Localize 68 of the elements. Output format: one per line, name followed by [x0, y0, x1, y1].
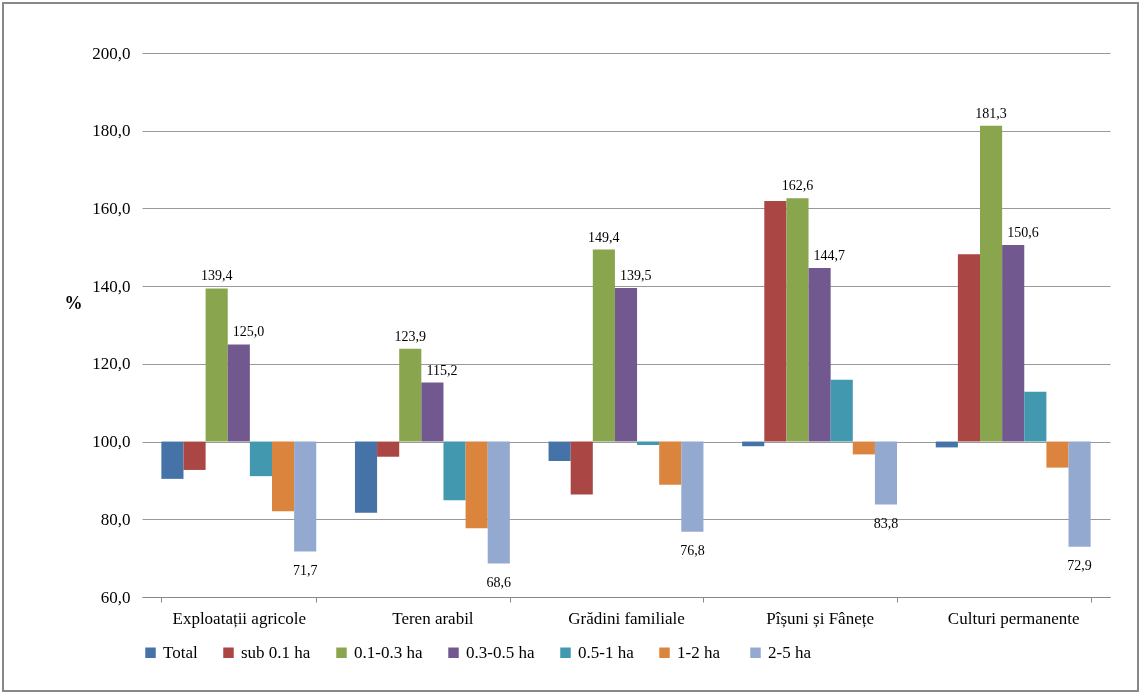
bar — [465, 441, 488, 529]
bar — [659, 441, 682, 485]
legend-label: 1-2 ha — [677, 642, 721, 662]
x-tick-label: Teren arabil — [392, 608, 474, 628]
x-tick-label: Grădini familiale — [568, 608, 685, 628]
y-axis-title: % — [64, 292, 83, 313]
bar — [874, 441, 898, 505]
x-tick-label: Exploatații agricole — [172, 608, 307, 628]
data-label: 162,6 — [781, 178, 814, 194]
bar — [852, 441, 875, 455]
bar — [399, 348, 422, 442]
bar — [764, 201, 787, 442]
bar — [614, 288, 638, 442]
data-label: 71,7 — [292, 562, 318, 578]
y-tick-label: 80,0 — [100, 509, 131, 529]
bar — [808, 267, 831, 442]
bar — [183, 441, 206, 470]
bar — [421, 382, 444, 442]
data-label: 76,8 — [680, 542, 705, 558]
data-label: 72,9 — [1067, 557, 1092, 573]
bar — [294, 441, 317, 552]
bar — [487, 441, 510, 564]
y-tick-label: 100,0 — [92, 432, 131, 452]
bar — [249, 441, 272, 477]
bar — [1068, 441, 1091, 547]
bar — [354, 441, 378, 513]
bar — [1024, 391, 1047, 442]
bar — [548, 441, 571, 461]
bar — [377, 441, 400, 457]
x-tick-label: Culturi permanente — [947, 608, 1080, 628]
data-label: 139,5 — [620, 268, 652, 284]
bar — [957, 254, 981, 442]
data-label: 83,8 — [873, 515, 899, 531]
y-tick-label: 120,0 — [92, 354, 131, 374]
bar — [271, 441, 295, 512]
x-tick-label: Pîșuni și Fânețe — [766, 608, 874, 628]
legend-label: Total — [163, 642, 198, 662]
data-label: 68,6 — [486, 574, 512, 590]
y-tick-label: 60,0 — [100, 587, 131, 607]
data-label: 115,2 — [426, 362, 458, 378]
bar — [570, 441, 593, 495]
data-label: 149,4 — [588, 229, 620, 245]
data-label: 139,4 — [200, 268, 233, 284]
bar — [205, 288, 228, 442]
y-tick-label: 180,0 — [92, 121, 131, 141]
legend-label: 2-5 ha — [768, 642, 812, 662]
bar — [443, 441, 466, 501]
bar — [830, 379, 853, 442]
y-tick-label: 140,0 — [92, 276, 131, 296]
y-tick-label: 160,0 — [92, 198, 131, 218]
data-label: 181,3 — [975, 105, 1007, 121]
legend-label: 0.5-1 ha — [578, 642, 635, 662]
bar — [227, 344, 250, 442]
legend-label: 0.1-0.3 ha — [354, 642, 423, 662]
legend-label: sub 0.1 ha — [241, 642, 311, 662]
data-label: 150,6 — [1007, 224, 1039, 240]
y-tick-label: 200,0 — [92, 43, 131, 63]
bar — [592, 249, 615, 442]
bar — [1046, 441, 1069, 468]
data-label: 144,7 — [813, 247, 846, 263]
bar — [1002, 244, 1025, 442]
bar — [161, 441, 184, 479]
bar — [786, 198, 809, 442]
bar — [681, 441, 704, 532]
data-label: 123,9 — [394, 328, 427, 344]
data-label: 125,0 — [232, 324, 265, 340]
bar — [980, 125, 1003, 442]
legend-label: 0.3-0.5 ha — [466, 642, 535, 662]
